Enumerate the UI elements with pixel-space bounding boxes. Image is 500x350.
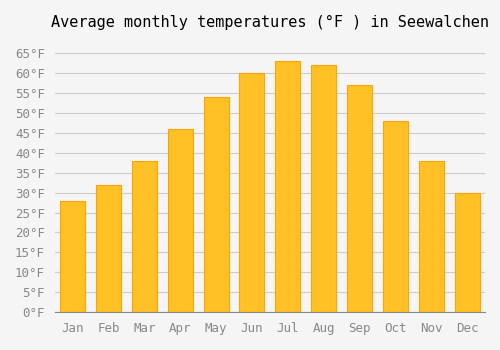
Bar	[418, 161, 444, 312]
Bar	[275, 61, 300, 312]
Bar	[383, 121, 408, 312]
Bar	[96, 184, 121, 312]
Bar	[132, 161, 157, 312]
Bar	[454, 193, 479, 312]
Bar	[311, 65, 336, 312]
Bar	[168, 129, 193, 312]
Bar	[347, 85, 372, 312]
Bar	[60, 201, 85, 312]
Bar	[204, 97, 229, 312]
Title: Average monthly temperatures (°F ) in Seewalchen: Average monthly temperatures (°F ) in Se…	[51, 15, 489, 30]
Bar	[240, 73, 264, 312]
